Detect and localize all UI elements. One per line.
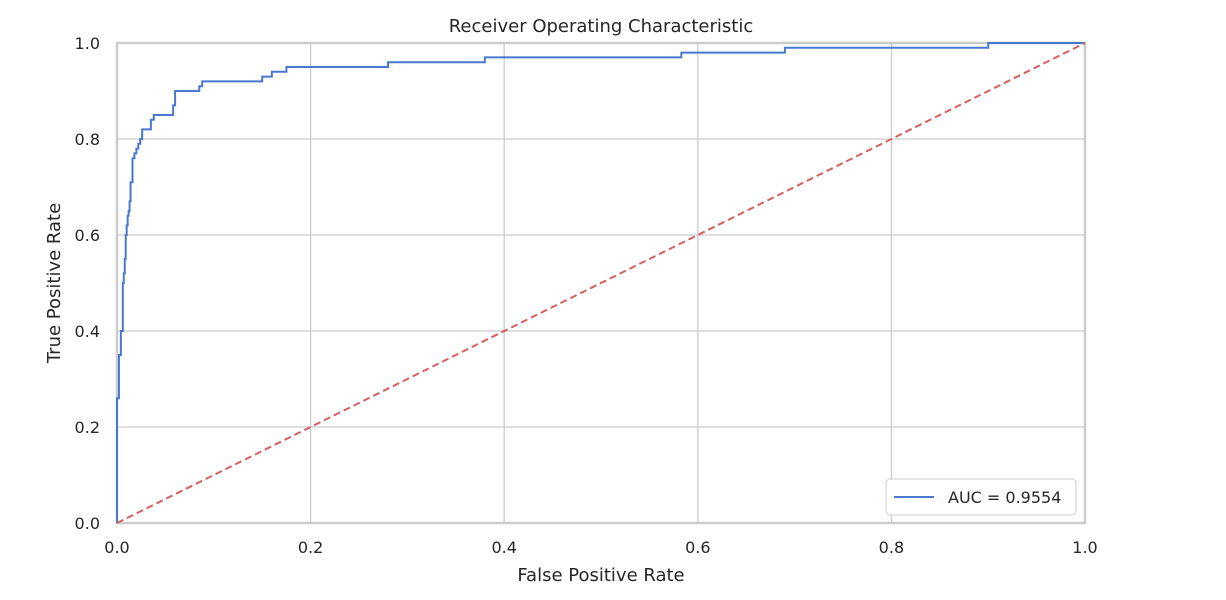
x-tick-labels: 0.0 0.2 0.4 0.6 0.8 1.0: [104, 538, 1097, 557]
series-layer: [116, 42, 1086, 524]
y-tick-labels: 0.0 0.2 0.4 0.6 0.8 1.0: [75, 34, 100, 533]
x-tick-label: 0.2: [298, 538, 323, 557]
x-axis-title: False Positive Rate: [517, 565, 684, 586]
x-tick-label: 1.0: [1072, 538, 1097, 557]
y-tick-label: 0.4: [75, 322, 100, 341]
chart-title: Receiver Operating Characteristic: [449, 16, 754, 37]
y-tick-label: 0.6: [75, 226, 100, 245]
y-axis-title: True Positive Rate: [44, 203, 65, 364]
plot-frame: [115, 41, 1087, 525]
roc-curve-line: [116, 42, 1085, 523]
legend-box: [885, 478, 1077, 516]
x-tick-label: 0.6: [685, 538, 710, 557]
x-tick-label: 0.8: [879, 538, 904, 557]
y-tick-label: 0.8: [75, 130, 100, 149]
y-tick-label: 0.0: [75, 514, 100, 533]
y-tick-label: 0.2: [75, 418, 100, 437]
legend: AUC = 0.9554: [885, 478, 1077, 516]
legend-label-auc: AUC = 0.9554: [948, 488, 1061, 507]
x-tick-label: 0.4: [491, 538, 516, 557]
chance-diagonal-line: [116, 42, 1086, 524]
x-tick-label: 0.0: [104, 538, 129, 557]
y-tick-label: 1.0: [75, 34, 100, 53]
